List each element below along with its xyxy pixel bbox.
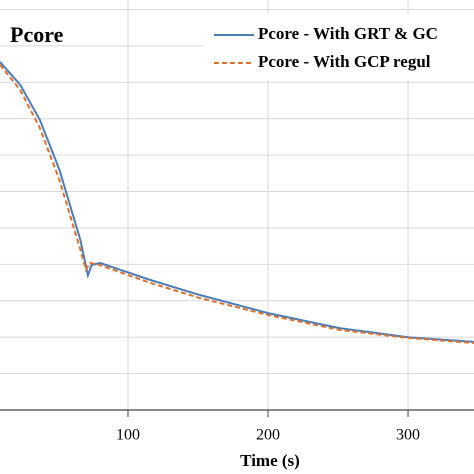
x-axis-label: Time (s) bbox=[240, 451, 300, 470]
legend-label: Pcore - With GCP regul bbox=[258, 52, 431, 71]
line-series bbox=[0, 61, 474, 343]
legend: Pcore - With GRT & GC Pcore - With GCP re… bbox=[204, 14, 474, 80]
x-tick-label: 100 bbox=[116, 427, 140, 444]
chart-title: Pcore bbox=[10, 22, 64, 47]
line-series bbox=[0, 64, 474, 344]
x-tick-label: 200 bbox=[256, 427, 280, 444]
legend-box bbox=[204, 14, 474, 80]
x-tick-label: 300 bbox=[396, 427, 420, 444]
plot-area: 100 200 300 bbox=[0, 0, 474, 444]
legend-label: Pcore - With GRT & GC bbox=[258, 24, 438, 43]
